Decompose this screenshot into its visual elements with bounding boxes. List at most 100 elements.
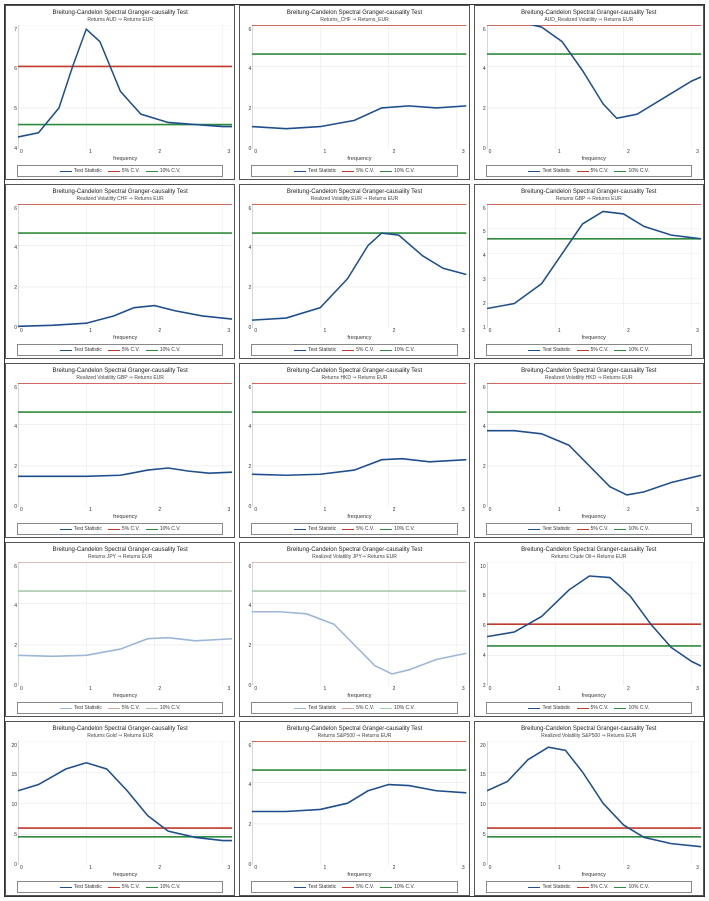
plot-area bbox=[252, 204, 466, 328]
panel-title: Breitung-Candelon Spectral Granger-causa… bbox=[287, 726, 422, 733]
panel-subtitle: Returns HKD ⇒ Returns EUR bbox=[322, 375, 388, 381]
legend: Test Statistic 5% C.V. 10% C.V. bbox=[251, 881, 457, 893]
legend: Test Statistic 5% C.V. 10% C.V. bbox=[17, 881, 223, 893]
plot-area bbox=[252, 741, 466, 865]
legend-test-stat: Test Statistic bbox=[60, 526, 102, 532]
test-stat-line bbox=[252, 611, 466, 673]
test-stat-line bbox=[487, 211, 701, 308]
legend-test-stat: Test Statistic bbox=[294, 168, 336, 174]
plot-area bbox=[18, 25, 232, 149]
x-axis-label: frequency bbox=[487, 335, 701, 341]
panel-subtitle: Returns Gold ⇒ Returns EUR bbox=[87, 733, 153, 739]
panel-title: Breitung-Candelon Spectral Granger-causa… bbox=[53, 547, 188, 554]
legend-test-stat: Test Statistic bbox=[60, 705, 102, 711]
x-axis-ticks: 0123 bbox=[487, 149, 701, 155]
x-axis-ticks: 0123 bbox=[18, 149, 232, 155]
x-axis-label: frequency bbox=[18, 335, 232, 341]
y-axis-ticks: 05101520 bbox=[477, 741, 487, 880]
y-axis-ticks: 4567 bbox=[8, 25, 18, 164]
chart-panel: Breitung-Candelon Spectral Granger-causa… bbox=[239, 363, 469, 538]
panel-title: Breitung-Candelon Spectral Granger-causa… bbox=[521, 368, 656, 375]
y-axis-ticks: 0246 bbox=[242, 562, 252, 701]
x-axis-label: frequency bbox=[487, 693, 701, 699]
legend-cv5: 5% C.V. bbox=[577, 884, 609, 890]
x-axis-ticks: 0123 bbox=[487, 328, 701, 334]
legend-test-stat: Test Statistic bbox=[528, 168, 570, 174]
legend-cv10: 10% C.V. bbox=[614, 347, 649, 353]
legend-cv10: 10% C.V. bbox=[146, 884, 181, 890]
chart-panel: Breitung-Candelon Spectral Granger-causa… bbox=[239, 5, 469, 180]
panel-title: Breitung-Candelon Spectral Granger-causa… bbox=[53, 10, 188, 17]
panel-title: Breitung-Candelon Spectral Granger-causa… bbox=[287, 368, 422, 375]
legend-test-stat: Test Statistic bbox=[60, 884, 102, 890]
panel-subtitle: Returns GBP ⇒ Returns EUR bbox=[556, 196, 622, 202]
test-stat-line bbox=[18, 468, 232, 476]
legend-cv10: 10% C.V. bbox=[380, 526, 415, 532]
y-axis-ticks: 0246 bbox=[477, 383, 487, 522]
legend-cv10: 10% C.V. bbox=[146, 526, 181, 532]
legend: Test Statistic 5% C.V. 10% C.V. bbox=[251, 702, 457, 714]
legend-cv10: 10% C.V. bbox=[614, 526, 649, 532]
legend-cv5: 5% C.V. bbox=[108, 705, 140, 711]
y-axis-ticks: 05101520 bbox=[8, 741, 18, 880]
legend-test-stat: Test Statistic bbox=[294, 884, 336, 890]
legend-cv10: 10% C.V. bbox=[614, 705, 649, 711]
chart-panel: Breitung-Candelon Spectral Granger-causa… bbox=[239, 721, 469, 896]
test-stat-line bbox=[252, 458, 466, 475]
panel-title: Breitung-Candelon Spectral Granger-causa… bbox=[521, 547, 656, 554]
x-axis-ticks: 0123 bbox=[487, 865, 701, 871]
legend-test-stat: Test Statistic bbox=[528, 705, 570, 711]
legend-cv10: 10% C.V. bbox=[146, 347, 181, 353]
test-stat-line bbox=[487, 25, 701, 118]
legend-cv5: 5% C.V. bbox=[342, 168, 374, 174]
panel-subtitle: Returns S&P500 ⇒ Returns EUR bbox=[318, 733, 392, 739]
legend: Test Statistic 5% C.V. 10% C.V. bbox=[17, 523, 223, 535]
panel-title: Breitung-Candelon Spectral Granger-causa… bbox=[521, 189, 656, 196]
panel-title: Breitung-Candelon Spectral Granger-causa… bbox=[521, 10, 656, 17]
test-stat-line bbox=[487, 430, 701, 494]
legend-test-stat: Test Statistic bbox=[528, 884, 570, 890]
x-axis-label: frequency bbox=[487, 156, 701, 162]
legend: Test Statistic 5% C.V. 10% C.V. bbox=[486, 523, 692, 535]
x-axis-label: frequency bbox=[487, 872, 701, 878]
test-stat-line bbox=[487, 747, 701, 847]
plot-area bbox=[487, 383, 701, 507]
y-axis-ticks: 0246 bbox=[242, 383, 252, 522]
legend-test-stat: Test Statistic bbox=[294, 705, 336, 711]
x-axis-ticks: 0123 bbox=[18, 507, 232, 513]
x-axis-ticks: 0123 bbox=[252, 686, 466, 692]
plot-area bbox=[18, 204, 232, 328]
panel-subtitle: Realized Volatility JPY⇒ Returns EUR bbox=[312, 554, 397, 560]
y-axis-ticks: 0246 bbox=[242, 204, 252, 343]
x-axis-ticks: 0123 bbox=[252, 149, 466, 155]
panel-subtitle: AUD_Realized Volatility ⇒ Returns EUR bbox=[544, 17, 633, 23]
plot-area bbox=[487, 25, 701, 149]
x-axis-ticks: 0123 bbox=[252, 507, 466, 513]
chart-panel: Breitung-Candelon Spectral Granger-causa… bbox=[5, 542, 235, 717]
y-axis-ticks: 0246 bbox=[242, 25, 252, 164]
legend-cv5: 5% C.V. bbox=[342, 705, 374, 711]
test-stat-line bbox=[18, 637, 232, 656]
chart-panel: Breitung-Candelon Spectral Granger-causa… bbox=[239, 542, 469, 717]
plot-area bbox=[487, 741, 701, 865]
legend-test-stat: Test Statistic bbox=[60, 168, 102, 174]
legend: Test Statistic 5% C.V. 10% C.V. bbox=[17, 344, 223, 356]
legend-cv5: 5% C.V. bbox=[108, 526, 140, 532]
chart-panel: Breitung-Candelon Spectral Granger-causa… bbox=[5, 5, 235, 180]
legend-cv10: 10% C.V. bbox=[146, 705, 181, 711]
legend: Test Statistic 5% C.V. 10% C.V. bbox=[251, 344, 457, 356]
legend-cv10: 10% C.V. bbox=[380, 705, 415, 711]
chart-grid: Breitung-Candelon Spectral Granger-causa… bbox=[4, 4, 705, 897]
chart-panel: Breitung-Candelon Spectral Granger-causa… bbox=[474, 542, 704, 717]
plot-area bbox=[252, 562, 466, 686]
panel-title: Breitung-Candelon Spectral Granger-causa… bbox=[287, 189, 422, 196]
test-stat-line bbox=[252, 233, 466, 320]
x-axis-label: frequency bbox=[252, 514, 466, 520]
panel-subtitle: Realized Volatility HKD ⇒ Returns EUR bbox=[545, 375, 633, 381]
legend: Test Statistic 5% C.V. 10% C.V. bbox=[486, 165, 692, 177]
legend: Test Statistic 5% C.V. 10% C.V. bbox=[251, 165, 457, 177]
plot-area bbox=[252, 383, 466, 507]
panel-subtitle: Returns_CHF ⇒ Returns_EUR bbox=[320, 17, 388, 23]
test-stat-line bbox=[487, 576, 701, 666]
legend-cv10: 10% C.V. bbox=[614, 884, 649, 890]
